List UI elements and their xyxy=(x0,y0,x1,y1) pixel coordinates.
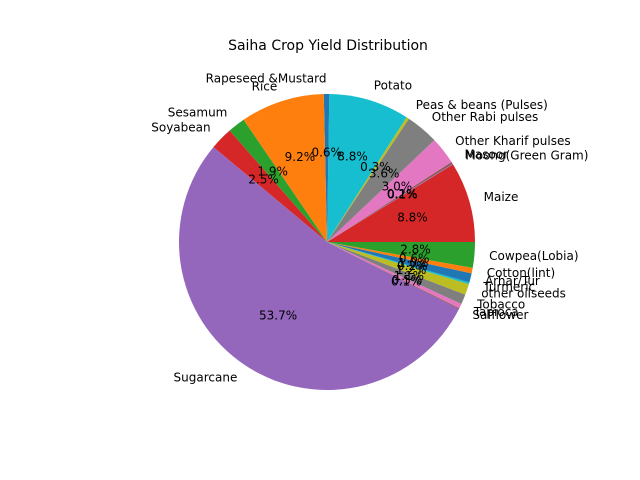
slice-label-tapioca: Tapioca xyxy=(473,305,519,319)
slice-percent-rice: 9.2% xyxy=(285,150,316,164)
pie-slice-cotton-lint xyxy=(327,242,473,274)
slice-percent-safflower: 0.1% xyxy=(391,274,422,288)
pie-slice-other-rabi-pulses xyxy=(327,118,435,242)
pie-labels: Maize 8.8% Moong(Green Gram) 0.1% Masoor 0.2%… xyxy=(151,72,588,385)
slice-label-maize: Maize xyxy=(484,190,519,204)
slice-label-other-rabi-pulses: Other Rabi pulses xyxy=(432,110,539,124)
slice-label-masoor: Masoor xyxy=(465,147,509,161)
pie-slice-tapioca xyxy=(327,242,462,309)
slice-label-sugarcane: Sugarcane xyxy=(174,370,238,384)
slice-percent-potato: 8.8% xyxy=(337,149,368,163)
pie-slice-sesamum xyxy=(229,119,327,242)
pie-slice-maize xyxy=(327,164,475,242)
pie-slice-rice xyxy=(243,94,327,242)
pie-slice-rapeseed-mustard xyxy=(323,94,330,243)
slice-label-moong-green-gram: Moong(Green Gram) xyxy=(465,149,588,163)
slice-label-other-oilseeds: other oilseeds xyxy=(481,287,566,301)
slice-percent-rapeseed-mustard: 0.6% xyxy=(311,146,342,160)
slice-label-peas-beans-pulses: Peas & beans (Pulses) xyxy=(416,98,548,112)
pie-slice-peas-beans-pulses xyxy=(327,117,409,242)
slice-percent-other-oilseeds: 1.2% xyxy=(396,263,427,277)
slice-percent-cotton-lint: 0.6% xyxy=(399,252,430,266)
slice-percent-arhar-tur: 1.0% xyxy=(398,256,429,270)
pie-slice-tobacco xyxy=(327,242,466,305)
pie-slice-other-oilseeds xyxy=(327,242,469,295)
slice-label-arhar-tur: Arhar/Tur xyxy=(485,274,540,288)
slice-percent-tapioca: 0.5% xyxy=(392,273,423,287)
slice-label-other-kharif-pulses: Other Kharif pulses xyxy=(455,134,570,148)
slice-label-rapeseed-mustard: Rapeseed &Mustard xyxy=(206,72,327,86)
pie-slice-soyabean xyxy=(213,130,327,242)
pie-slice-masoor xyxy=(327,162,453,242)
slice-percent-other-kharif-pulses: 3.0% xyxy=(382,180,413,194)
slice-percent-sugarcane: 53.7% xyxy=(259,309,297,323)
slice-percent-turmeric: 0.2% xyxy=(397,259,428,273)
slice-percent-tobacco: 1.1% xyxy=(394,269,425,283)
pie-slice-potato xyxy=(327,94,407,242)
pie-slices xyxy=(179,94,475,390)
slice-label-rice: Rice xyxy=(252,79,278,93)
slice-percent-soyabean: 2.5% xyxy=(248,172,279,186)
pie-slice-turmeric xyxy=(327,242,470,285)
slice-percent-sesamum: 1.9% xyxy=(257,164,288,178)
pie-slice-sugarcane xyxy=(179,147,459,390)
slice-percent-peas-beans-pulses: 0.3% xyxy=(360,160,391,174)
pie-slice-other-kharif-pulses xyxy=(327,140,452,242)
slice-label-cotton-lint: Cotton(lint) xyxy=(487,266,555,280)
slice-percent-maize: 8.8% xyxy=(397,210,428,224)
slice-label-turmeric: Turmeric xyxy=(482,280,535,294)
slice-label-sesamum: Sesamum xyxy=(168,106,228,120)
pie-slice-safflower xyxy=(327,242,460,310)
slice-label-potato: Potato xyxy=(374,79,412,93)
slice-label-safflower: Safflower xyxy=(472,308,528,322)
slice-percent-cowpea-lobia: 2.8% xyxy=(400,242,431,256)
pie-slice-arhar-tur xyxy=(327,242,472,283)
slice-label-cowpea-lobia: Cowpea(Lobia) xyxy=(489,249,578,263)
slice-label-soyabean: Soyabean xyxy=(151,121,210,135)
chart-title: Saiha Crop Yield Distribution xyxy=(228,38,428,54)
pie-slice-moong-green-gram xyxy=(327,163,454,242)
slice-percent-other-rabi-pulses: 3.6% xyxy=(369,167,400,181)
slice-percent-masoor: 0.2% xyxy=(387,187,418,201)
slice-label-tobacco: Tobacco xyxy=(476,298,525,312)
pie-slice-cowpea-lobia xyxy=(327,242,475,268)
slice-percent-moong-green-gram: 0.1% xyxy=(387,188,418,202)
